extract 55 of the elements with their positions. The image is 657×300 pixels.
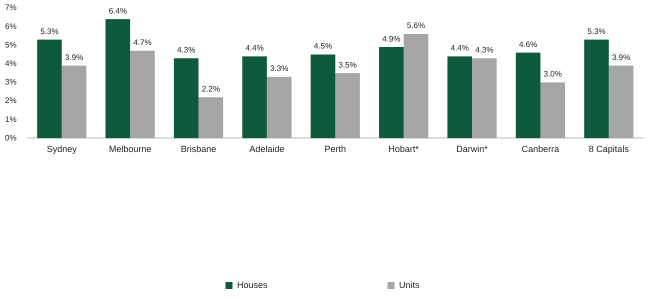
data-label: 4.6% <box>519 40 538 49</box>
data-label: 4.5% <box>314 42 332 51</box>
bar <box>62 66 86 138</box>
bar <box>516 52 540 138</box>
x-tick-label: Melbourne <box>108 144 152 154</box>
x-tick-label: Canberra <box>522 144 560 154</box>
bar <box>106 19 130 138</box>
data-label: 2.2% <box>202 84 220 94</box>
data-label: 5.3% <box>40 26 59 36</box>
bar <box>608 66 634 138</box>
x-tick-label: Perth <box>324 144 346 154</box>
y-tick-label: 0% <box>5 133 17 142</box>
y-tick-label: 2% <box>5 96 17 106</box>
data-label: 3.3% <box>270 64 288 74</box>
data-label: 6.4% <box>108 6 127 16</box>
data-label: 3.0% <box>544 70 562 79</box>
data-label: 4.4% <box>450 44 469 53</box>
x-tick-label: 8 Capitals <box>588 144 630 154</box>
bar <box>472 58 497 138</box>
data-label: 4.4% <box>245 44 264 53</box>
y-tick-label: 4% <box>5 59 17 68</box>
y-tick-label: 1% <box>5 114 17 124</box>
y-tick-label: 3% <box>5 78 17 87</box>
x-tick-label: Sydney <box>46 144 78 154</box>
bar <box>130 50 155 138</box>
y-tick-label: 7% <box>5 3 17 12</box>
data-label: 3.9% <box>64 52 84 62</box>
y-tick-label: 5% <box>5 40 17 50</box>
x-tick-label: Darwin* <box>456 144 488 154</box>
bar <box>266 76 292 138</box>
bar <box>242 56 267 138</box>
bar <box>174 58 199 138</box>
data-label: 3.5% <box>338 60 357 70</box>
legend-label: Houses <box>236 280 268 290</box>
x-tick-label: Adelaide <box>249 144 284 154</box>
bar <box>540 82 566 138</box>
data-label: 4.3% <box>177 45 196 54</box>
x-tick-label: Hobart* <box>388 144 420 154</box>
bar <box>310 54 336 138</box>
data-label: 4.9% <box>382 34 400 44</box>
data-label: 4.7% <box>133 38 152 47</box>
legend-label: Units <box>399 280 420 290</box>
data-label: 4.3% <box>475 45 494 54</box>
data-label: 5.6% <box>406 21 426 30</box>
y-tick-label: 6% <box>5 22 17 31</box>
bar <box>335 73 360 138</box>
bar <box>37 40 62 138</box>
bar <box>404 34 428 138</box>
bar <box>447 56 472 138</box>
bar <box>198 97 224 138</box>
bar <box>584 40 609 138</box>
bar <box>379 47 404 138</box>
x-tick-label: Brisbane <box>180 144 216 154</box>
data-label: 5.3% <box>587 26 606 36</box>
data-label: 3.9% <box>612 52 630 62</box>
